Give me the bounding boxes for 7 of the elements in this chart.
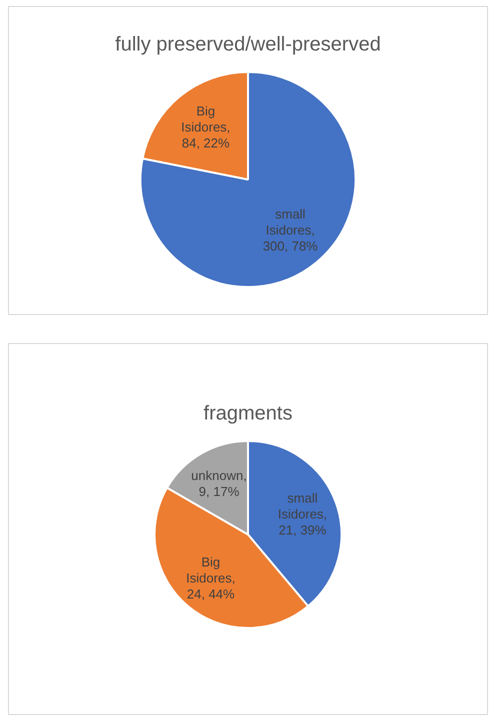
- slice-label: Big Isidores, 84, 22%: [181, 104, 230, 151]
- chart-title: fully preserved/well-preserved: [115, 34, 381, 56]
- slice-label: unknown, 9, 17%: [191, 468, 247, 499]
- chart-title: fragments: [204, 402, 292, 425]
- slice-label: small Isidores, 21, 39%: [278, 490, 328, 538]
- slice-label: Big Isidores, 24, 44%: [186, 554, 236, 602]
- slice-label: small Isidores, 300, 78%: [262, 206, 318, 254]
